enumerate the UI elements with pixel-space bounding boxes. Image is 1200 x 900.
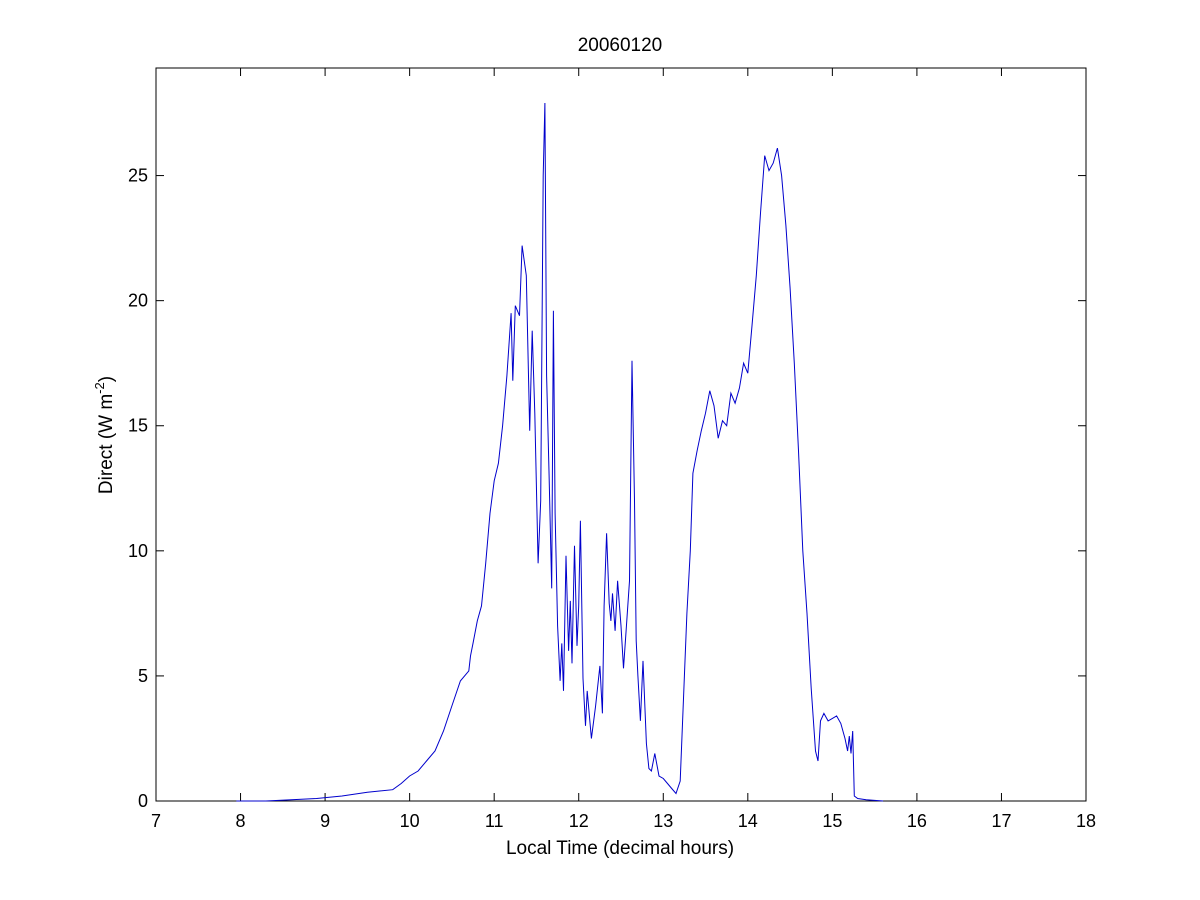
plot-area-frame	[155, 67, 1087, 802]
y-axis-label-superscript: -2	[92, 382, 107, 394]
x-tick-label: 17	[991, 811, 1011, 831]
chart-title: 20060120	[578, 35, 663, 56]
y-tick-label: 10	[128, 541, 148, 561]
x-tick-label: 16	[907, 811, 927, 831]
y-tick-label: 20	[128, 291, 148, 311]
x-tick-label: 10	[400, 811, 420, 831]
x-axis-label: Local Time (decimal hours)	[506, 838, 734, 859]
x-tick-label: 12	[569, 811, 589, 831]
x-tick-label: 18	[1076, 811, 1096, 831]
x-tick-label: 8	[236, 811, 246, 831]
y-tick-label: 5	[138, 666, 148, 686]
x-tick-label: 7	[151, 811, 161, 831]
y-axis: 0 5 10 15 20 25	[128, 166, 1086, 811]
y-axis-label-close: )	[96, 376, 117, 382]
y-tick-label: 0	[138, 791, 148, 811]
x-tick-label: 11	[485, 811, 504, 831]
y-axis-label-main: Direct (W m	[96, 394, 117, 494]
x-tick-label: 9	[320, 811, 330, 831]
x-axis: 7 8 9 10 11 12 13 14 15 16 17 18	[151, 68, 1096, 831]
y-tick-label: 15	[128, 416, 148, 436]
x-tick-label: 15	[822, 811, 842, 831]
y-axis-label: Direct (W m-2)	[92, 376, 117, 494]
x-tick-label: 13	[653, 811, 673, 831]
x-tick-label: 14	[738, 811, 758, 831]
y-tick-label: 25	[128, 166, 148, 186]
series-line-direct	[236, 102, 884, 802]
